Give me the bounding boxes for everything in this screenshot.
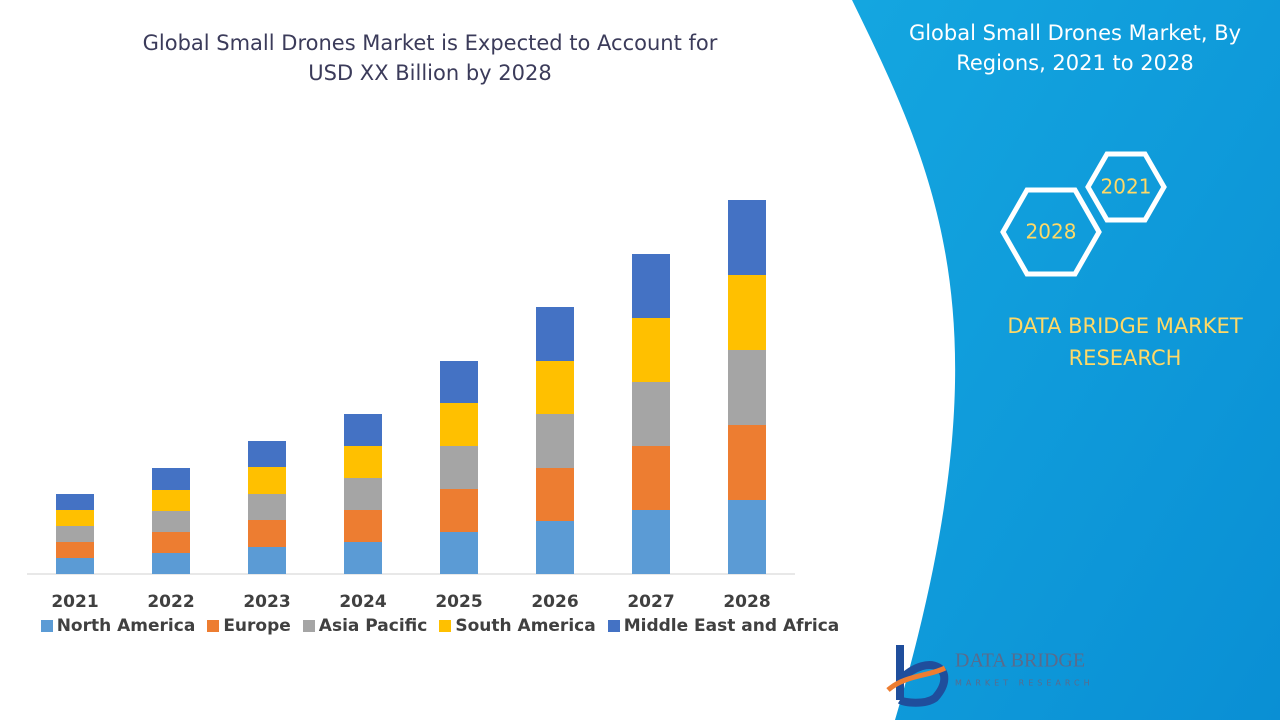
x-tick-label: 2025 [435,592,482,612]
bar-segment [248,467,286,494]
bar-segment [536,307,574,361]
legend-item: Asia Pacific [302,616,428,636]
bar-segment [728,425,766,500]
bar-segment [536,521,574,574]
bar-segment [152,511,190,532]
hex-label: 2028 [1026,220,1077,244]
bar-segment [56,542,94,558]
bar-segment [536,468,574,521]
bar-segment [632,382,670,446]
x-tick-label: 2024 [339,592,386,612]
legend: North America Europe Asia Pacific South Ame… [0,616,880,636]
legend-label: Asia Pacific [318,616,428,636]
bar-segment [344,414,382,446]
bar-segment [728,500,766,574]
x-tick-label: 2026 [531,592,578,612]
bar-segment [728,350,766,425]
bar-segment [248,520,286,547]
hexagon [1000,187,1102,277]
hex-label: 2021 [1101,175,1152,199]
legend-label: South America [455,616,596,636]
bar-segment [440,446,478,489]
bar-segment [632,510,670,574]
x-tick-label: 2021 [51,592,98,612]
legend-item: North America [40,616,196,636]
bar-segment [56,526,94,542]
bar-segment [440,403,478,446]
logo-sub: MARKET RESEARCH [955,679,1094,688]
logo-name: DATA BRIDGE [955,650,1085,672]
bar-segment [56,510,94,526]
bar-segment [632,446,670,510]
bar-segment [152,532,190,553]
bar-segment [248,494,286,520]
side-panel [852,0,1280,720]
legend-label: North America [56,616,196,636]
bar-segment [632,254,670,318]
panel-title: Global Small Drones Market, By Regions, … [908,21,1242,75]
bar-segment [248,441,286,467]
legend-item: Europe [207,616,291,636]
x-tick-label: 2028 [723,592,770,612]
bar-segment [344,542,382,574]
logo-mark [896,645,949,707]
legend-label: Middle East and Africa [623,616,840,636]
bar-segment [152,490,190,511]
bar-segment [632,318,670,382]
x-tick-label: 2023 [243,592,290,612]
bar-segment [728,275,766,350]
bar-segment [440,361,478,403]
bar-segment [152,553,190,574]
bar-segment [536,414,574,468]
bar-segment [248,547,286,574]
legend-label: Europe [223,616,291,636]
hexagon [1085,151,1167,223]
bar-segment [536,361,574,414]
bar-segment [440,532,478,574]
legend-swatch [302,620,315,632]
bar-segment [152,468,190,490]
legend-item: South America [439,616,596,636]
logo-swoosh [886,665,947,692]
bar-segment [440,489,478,532]
bar-segment [344,446,382,478]
chart-title: Global Small Drones Market is Expected t… [142,31,718,85]
bar-segment [344,510,382,542]
legend-item: Middle East and Africa [607,616,840,636]
bar-segment [344,478,382,510]
legend-swatch [607,620,620,632]
bar-segment [728,200,766,275]
legend-swatch [207,620,220,632]
x-tick-label: 2022 [147,592,194,612]
bar-segment [56,558,94,574]
brand: DATA BRIDGE MARKET RESEARCH [1007,314,1243,370]
legend-swatch [40,620,53,632]
legend-swatch [439,620,452,632]
bar-segment [56,494,94,510]
x-tick-label: 2027 [627,592,674,612]
